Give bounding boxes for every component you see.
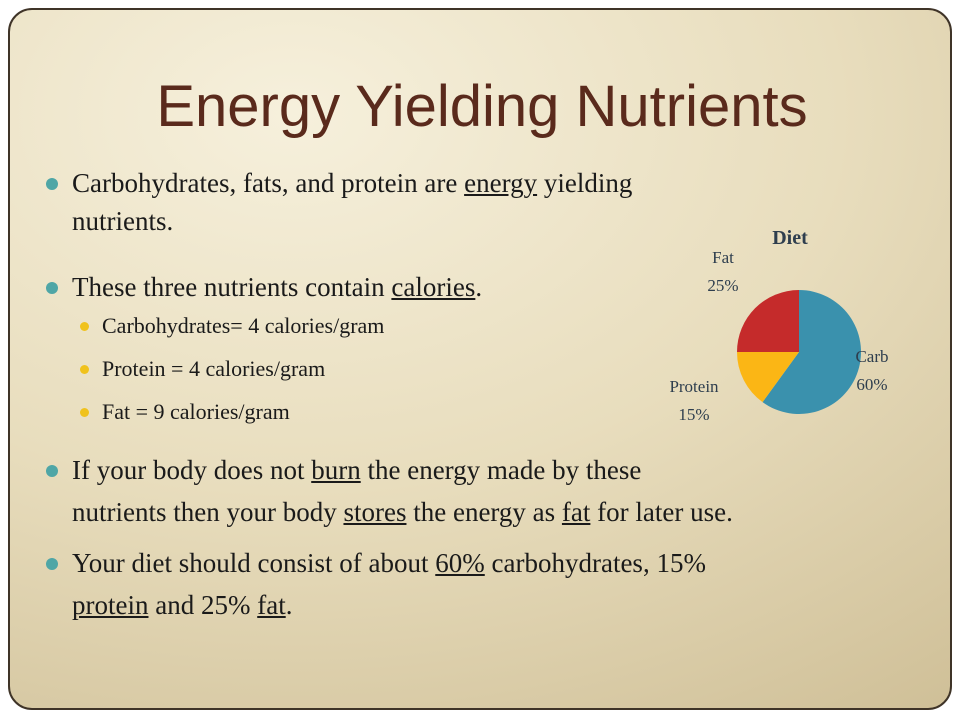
text-segment: energy: [464, 168, 538, 198]
text-segment: the energy made by these: [360, 455, 642, 485]
bullet-1-line-2: nutrients.: [72, 203, 173, 240]
text-segment: carbohydrates, 15%: [484, 548, 706, 578]
pie-slice-protein: [737, 352, 799, 403]
text-segment: nutrients.: [72, 206, 174, 236]
text-segment: Carbohydrates, fats, and protein are: [72, 168, 465, 198]
chart-title: Diet: [772, 227, 808, 249]
sub-bullet-dot-3: [80, 408, 89, 417]
bullet-dot-4: [46, 558, 58, 570]
label-protein-name: Protein: [669, 377, 719, 396]
text-segment: protein: [72, 590, 149, 620]
text-segment: and 25%: [148, 590, 258, 620]
text-segment: yielding: [537, 168, 633, 198]
bullet-1-line-1: Carbohydrates, fats, and protein are ene…: [72, 165, 632, 202]
text-segment: .: [475, 272, 483, 302]
slide-title: Energy Yielding Nutrients: [156, 74, 808, 139]
bullet-dot-1: [46, 178, 58, 190]
bullet-3-line-1: If your body does not burn the energy ma…: [72, 452, 641, 489]
bullet-4-line-1: Your diet should consist of about 60% ca…: [72, 545, 706, 582]
slide: Energy Yielding Nutrients Carbohydrates,…: [8, 8, 952, 710]
bullet-dot-2: [46, 282, 58, 294]
text-segment: fat: [257, 590, 286, 620]
sub-bullet-2: Protein = 4 calories/gram: [102, 356, 326, 381]
text-segment: nutrients then your body: [72, 497, 344, 527]
text-segment: These three nutrients contain: [72, 272, 392, 302]
label-protein-value: 15%: [678, 405, 709, 424]
bullet-3-line-2: nutrients then your body stores the ener…: [72, 494, 733, 531]
bullet-list: Carbohydrates, fats, and protein are ene…: [10, 10, 950, 708]
bullet-dot-3: [46, 465, 58, 477]
pie-slices: [737, 290, 862, 414]
text-segment: Your diet should consist of about: [72, 548, 436, 578]
text-segment: the energy as: [406, 497, 562, 527]
text-segment: burn: [311, 455, 361, 485]
label-fat-name: Fat: [712, 248, 734, 267]
text-segment: stores: [343, 497, 407, 527]
text-segment: .: [285, 590, 293, 620]
sub-bullet-3: Fat = 9 calories/gram: [102, 399, 290, 424]
text-segment: for later use.: [590, 497, 733, 527]
text-segment: If your body does not: [72, 455, 312, 485]
sub-bullet-dot-2: [80, 365, 89, 374]
bullet-2-line-1: These three nutrients contain calories.: [72, 269, 482, 306]
text-segment: 60%: [435, 548, 485, 578]
label-carb-value: 60%: [856, 375, 887, 394]
label-carb-name: Carb: [855, 347, 888, 366]
label-fat-value: 25%: [707, 276, 738, 295]
bullet-4-line-2: protein and 25% fat.: [72, 587, 292, 624]
text-segment: calories: [391, 272, 476, 302]
text-segment: fat: [561, 497, 591, 527]
pie-slice-carb: [762, 290, 862, 414]
diet-pie-chart: Diet Carb 60% Protein 15% Fat 25%: [669, 227, 888, 424]
pie-slice-fat: [737, 290, 799, 352]
sub-bullet-1: Carbohydrates= 4 calories/gram: [102, 313, 385, 338]
sub-bullet-dot-1: [80, 322, 89, 331]
